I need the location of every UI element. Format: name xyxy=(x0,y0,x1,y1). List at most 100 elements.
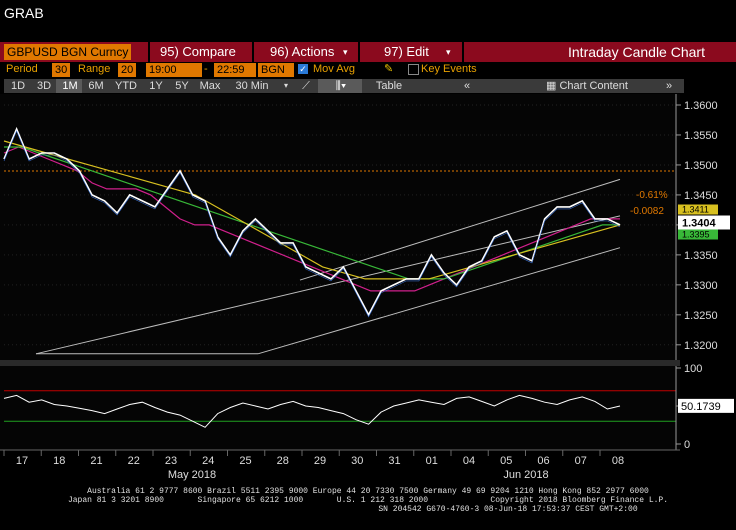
command-toolbar: GBPUSD BGN Curncy 95) Compare 96) Action… xyxy=(0,42,736,62)
source-field[interactable]: BGN xyxy=(258,63,294,77)
range-6m-button[interactable]: 6M xyxy=(82,79,110,93)
x-tick-label: 25 xyxy=(239,455,251,467)
rsi-panel-bg xyxy=(0,366,680,450)
edit-button[interactable]: 97) Edit xyxy=(384,44,429,59)
actions-button[interactable]: 96) Actions xyxy=(270,44,335,59)
footer-copyright-line: Japan 81 3 3201 8900 Singapore 65 6212 1… xyxy=(67,496,669,505)
x-tick-label: 23 xyxy=(165,455,177,467)
ma-tag-label: 1.3395 xyxy=(682,230,710,240)
table-button[interactable]: Table xyxy=(362,79,416,93)
y-tick-label: 1.3300 xyxy=(684,280,718,292)
y-tick-label: 1.3600 xyxy=(684,100,718,112)
footer-contacts-line: Australia 61 2 9777 8600 Brazil 5511 239… xyxy=(87,487,649,496)
start-time-field[interactable]: 19:00 xyxy=(146,63,202,77)
price-panel-bg xyxy=(0,94,680,360)
interval-dropdown[interactable]: 30 Min xyxy=(224,79,280,93)
chart-content-label: Chart Content xyxy=(559,80,628,92)
month-label: Jun 2018 xyxy=(503,469,548,481)
price-chart[interactable]: 1.36001.35501.35001.34501.34001.33501.33… xyxy=(0,94,736,486)
compare-button[interactable]: 95) Compare xyxy=(160,44,236,59)
mov-avg-label: Mov Avg xyxy=(313,63,355,75)
mov-avg-checkbox[interactable]: ✓ xyxy=(298,64,308,74)
panel-divider xyxy=(0,360,680,366)
range-ytd-button[interactable]: YTD xyxy=(108,79,144,93)
y-tick-label: 1.3500 xyxy=(684,160,718,172)
end-time-field[interactable]: 22:59 xyxy=(214,63,256,77)
rsi-value-tag xyxy=(678,398,734,413)
x-tick-label: 29 xyxy=(314,455,326,467)
rsi-tick-label: 100 xyxy=(684,363,702,375)
change-abs-label: -0.0082 xyxy=(630,206,664,217)
x-tick-label: 21 xyxy=(90,455,102,467)
price-line xyxy=(3,126,621,317)
x-tick-label: 30 xyxy=(351,455,363,467)
period-label: Period xyxy=(6,63,38,75)
divider xyxy=(252,42,254,62)
range-label: Range xyxy=(78,63,111,75)
range-3d-button[interactable]: 3D xyxy=(30,79,58,93)
range-1d-button[interactable]: 1D xyxy=(4,79,32,93)
divider xyxy=(358,42,360,62)
x-tick-label: 08 xyxy=(612,455,624,467)
range-field[interactable]: 20 xyxy=(118,63,137,77)
channel-lower-line xyxy=(35,215,621,355)
channel-upper-line xyxy=(299,178,621,281)
edit-dropdown-icon[interactable]: ▾ xyxy=(446,47,451,57)
x-tick-label: 05 xyxy=(500,455,512,467)
y-tick-label: 1.3450 xyxy=(684,190,718,202)
time-separator: - xyxy=(204,63,208,75)
x-tick-label: 18 xyxy=(53,455,65,467)
last-price-label: 1.3404 xyxy=(682,218,717,230)
channel-lower-line xyxy=(257,247,621,355)
ma-tag xyxy=(678,229,718,240)
y-tick-label: 1.3200 xyxy=(684,340,718,352)
collapse-left-icon[interactable]: « xyxy=(414,79,520,93)
range-5y-button[interactable]: 5Y xyxy=(168,79,196,93)
x-tick-label: 07 xyxy=(575,455,587,467)
x-tick-label: 31 xyxy=(388,455,400,467)
moving-average-line xyxy=(3,146,620,292)
range-max-button[interactable]: Max xyxy=(194,79,226,93)
x-tick-label: 17 xyxy=(16,455,28,467)
interval-chevron-icon[interactable]: ▾ xyxy=(278,79,294,93)
x-tick-label: 28 xyxy=(277,455,289,467)
ma-tag xyxy=(678,204,718,215)
key-events-label: Key Events xyxy=(421,63,477,75)
last-price-tag xyxy=(678,215,730,230)
chart-content-button[interactable]: ▦ Chart Content xyxy=(518,79,656,93)
rsi-line xyxy=(3,394,621,428)
settings-row: Period 30 Range 20 19:00 - 22:59 BGN ✓ M… xyxy=(0,62,736,78)
window-title: GRAB xyxy=(4,5,44,21)
x-tick-label: 22 xyxy=(128,455,140,467)
key-events-checkbox[interactable] xyxy=(408,64,419,75)
x-tick-label: 06 xyxy=(537,455,549,467)
rsi-tick-label: 0 xyxy=(684,439,690,451)
divider xyxy=(462,42,464,62)
line-chart-icon[interactable]: ⟋ xyxy=(292,79,320,93)
pencil-icon[interactable]: ✎ xyxy=(384,63,394,75)
range-1m-button[interactable]: 1M xyxy=(56,79,84,93)
y-tick-label: 1.3550 xyxy=(684,130,718,142)
footer-session-line: SN 204542 G670-4760-3 08-Jun-18 17:53:37… xyxy=(378,505,638,514)
y-tick-label: 1.3250 xyxy=(684,310,718,322)
rsi-value-label: 50.1739 xyxy=(681,401,721,413)
price-axis: 1.36001.35501.35001.34501.34001.33501.33… xyxy=(675,94,718,360)
month-label: May 2018 xyxy=(168,469,216,481)
x-tick-label: 24 xyxy=(202,455,214,467)
x-tick-label: 01 xyxy=(426,455,438,467)
y-tick-label: 1.3350 xyxy=(684,250,718,262)
ma-tag-label: 1.3411 xyxy=(682,205,709,215)
divider xyxy=(148,42,150,62)
chart-type-title: Intraday Candle Chart xyxy=(568,44,705,60)
change-percent-label: -0.61% xyxy=(636,190,668,201)
timeframe-bar: 1D 3D 1M 6M YTD 1Y 5Y Max 30 Min ▾ ⟋ ⫼▾ … xyxy=(0,78,736,94)
ticker-field[interactable]: GBPUSD BGN Curncy xyxy=(4,44,132,60)
candle-chart-icon[interactable]: ⫼▾ xyxy=(318,79,364,93)
moving-averages xyxy=(3,140,621,292)
chart-content-icon: ▦ xyxy=(546,80,557,92)
moving-average-line xyxy=(3,140,621,280)
period-field[interactable]: 30 xyxy=(52,63,71,77)
actions-dropdown-icon[interactable]: ▾ xyxy=(343,47,348,57)
range-1y-button[interactable]: 1Y xyxy=(142,79,170,93)
collapse-right-icon[interactable]: » xyxy=(654,79,684,93)
